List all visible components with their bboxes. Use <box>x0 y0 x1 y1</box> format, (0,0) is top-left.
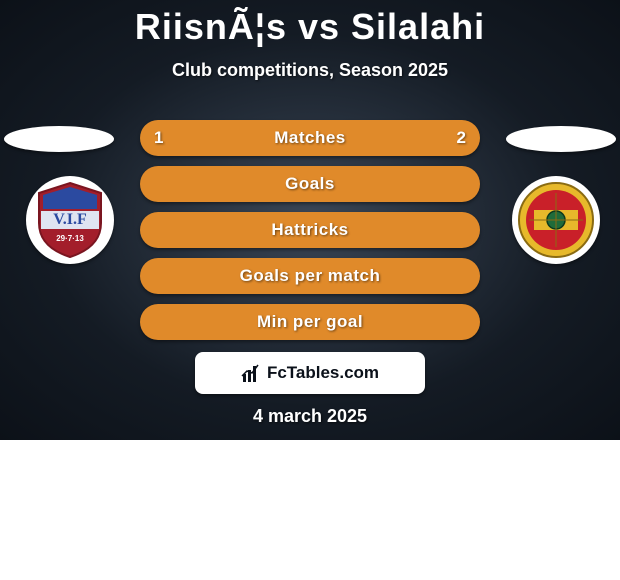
crest-left-svg: V.I.F 29·7·13 <box>35 181 105 259</box>
svg-text:29·7·13: 29·7·13 <box>56 234 84 243</box>
pill-matches: 1 Matches 2 <box>140 120 480 156</box>
pill-goals: Goals <box>140 166 480 202</box>
svg-text:V.I.F: V.I.F <box>53 211 87 228</box>
pill-min-per-goal: Min per goal <box>140 304 480 340</box>
team-left-crest: V.I.F 29·7·13 <box>26 176 114 264</box>
team-right-crest <box>512 176 600 264</box>
pill-matches-right: 2 <box>457 128 466 148</box>
pill-mpg-label: Min per goal <box>257 312 363 332</box>
pill-goals-label: Goals <box>285 174 335 194</box>
h2h-widget: RiisnÃ¦s vs Silalahi Club competitions, … <box>0 0 620 440</box>
page-title: RiisnÃ¦s vs Silalahi <box>0 6 620 48</box>
pill-hattricks: Hattricks <box>140 212 480 248</box>
stats-pills: 1 Matches 2 Goals Hattricks Goals per ma… <box>140 120 480 350</box>
pill-matches-label: Matches <box>274 128 346 148</box>
player-left-band <box>4 126 114 152</box>
pill-hattricks-label: Hattricks <box>271 220 348 240</box>
crest-right-svg <box>517 181 595 259</box>
date-label: 4 march 2025 <box>0 406 620 427</box>
banner-text: FcTables.com <box>267 363 379 383</box>
bar-chart-icon <box>241 362 263 384</box>
pill-gpm-label: Goals per match <box>240 266 381 286</box>
pill-goals-per-match: Goals per match <box>140 258 480 294</box>
fctables-banner[interactable]: FcTables.com <box>195 352 425 394</box>
pill-matches-left: 1 <box>154 128 163 148</box>
player-right-band <box>506 126 616 152</box>
subtitle: Club competitions, Season 2025 <box>0 60 620 81</box>
